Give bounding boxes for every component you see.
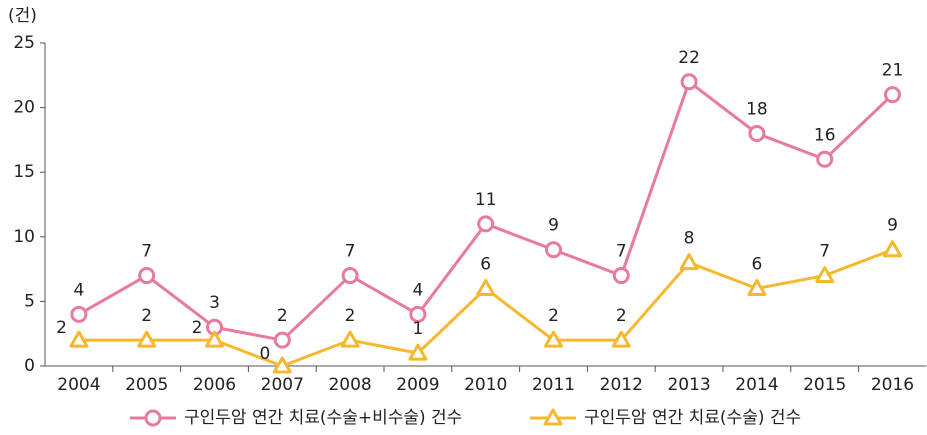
marker xyxy=(545,241,562,259)
data-label: 2 xyxy=(616,306,627,326)
marker xyxy=(612,267,630,285)
data-label: 9 xyxy=(887,216,898,236)
data-label: 7 xyxy=(616,242,627,262)
legend-label: 구인두암 연간 치료(수술) 건수 xyxy=(584,408,801,428)
x-tick-label: 2012 xyxy=(600,375,643,395)
data-label: 4 xyxy=(412,280,423,300)
y-tick-label: 10 xyxy=(13,227,35,247)
x-tick-label: 2014 xyxy=(735,375,778,395)
data-label: 6 xyxy=(480,254,491,274)
data-label: 18 xyxy=(746,99,768,119)
marker xyxy=(340,330,360,348)
legend-marker xyxy=(144,409,162,427)
data-label: 7 xyxy=(819,242,830,262)
x-tick-label: 2010 xyxy=(464,375,507,395)
marker xyxy=(69,330,89,348)
x-tick-label: 2008 xyxy=(328,375,371,395)
y-tick-label: 0 xyxy=(24,356,35,376)
x-tick-label: 2007 xyxy=(261,375,304,395)
data-label: 1 xyxy=(412,319,423,339)
x-tick-label: 2009 xyxy=(396,375,439,395)
series-line xyxy=(78,79,894,342)
data-label: 2 xyxy=(56,318,67,338)
y-tick-label: 15 xyxy=(13,162,35,182)
marker xyxy=(679,253,699,271)
marker xyxy=(884,86,901,104)
data-label: 16 xyxy=(814,125,836,145)
marker xyxy=(544,330,563,348)
x-tick-label: 2004 xyxy=(57,375,100,395)
data-label: 9 xyxy=(548,216,559,236)
marker xyxy=(747,278,767,296)
data-label: 2 xyxy=(192,318,203,338)
data-label: 2 xyxy=(548,306,559,326)
y-tick-label: 25 xyxy=(13,33,35,53)
marker xyxy=(272,356,292,374)
data-label: 0 xyxy=(259,344,270,364)
data-label: 4 xyxy=(73,280,84,300)
marker xyxy=(611,330,631,348)
data-label: 22 xyxy=(678,48,700,68)
marker xyxy=(477,215,495,233)
marker xyxy=(205,330,224,348)
y-tick-label: 20 xyxy=(13,98,35,118)
legend-marker xyxy=(543,408,563,426)
y-tick-label: 5 xyxy=(24,291,35,311)
marker xyxy=(408,343,428,361)
marker xyxy=(476,278,496,296)
x-tick-label: 2011 xyxy=(532,375,575,395)
marker xyxy=(748,124,766,142)
x-tick-label: 2013 xyxy=(667,375,710,395)
data-label: 6 xyxy=(751,254,762,274)
data-label: 8 xyxy=(684,229,695,249)
x-tick-label: 2006 xyxy=(193,375,236,395)
x-tick-label: 2015 xyxy=(803,375,846,395)
data-label: 7 xyxy=(345,242,356,262)
marker xyxy=(883,240,902,258)
marker xyxy=(273,331,291,349)
marker xyxy=(815,266,835,284)
marker xyxy=(70,305,88,323)
x-tick-label: 2005 xyxy=(125,375,168,395)
data-label: 3 xyxy=(209,293,220,313)
legend-label: 구인두암 연간 치료(수술+비수술) 건수 xyxy=(184,408,462,428)
marker xyxy=(137,330,157,348)
data-label: 2 xyxy=(141,306,152,326)
marker xyxy=(409,305,427,323)
data-label: 2 xyxy=(277,306,288,326)
y-unit: (건) xyxy=(8,6,37,26)
marker xyxy=(680,73,698,91)
data-label: 2 xyxy=(345,306,356,326)
data-label: 11 xyxy=(475,190,497,210)
marker xyxy=(138,267,156,285)
x-tick-label: 2016 xyxy=(871,375,914,395)
marker xyxy=(816,150,834,168)
marker xyxy=(341,267,359,285)
data-label: 7 xyxy=(141,242,152,262)
data-label: 21 xyxy=(882,61,904,81)
